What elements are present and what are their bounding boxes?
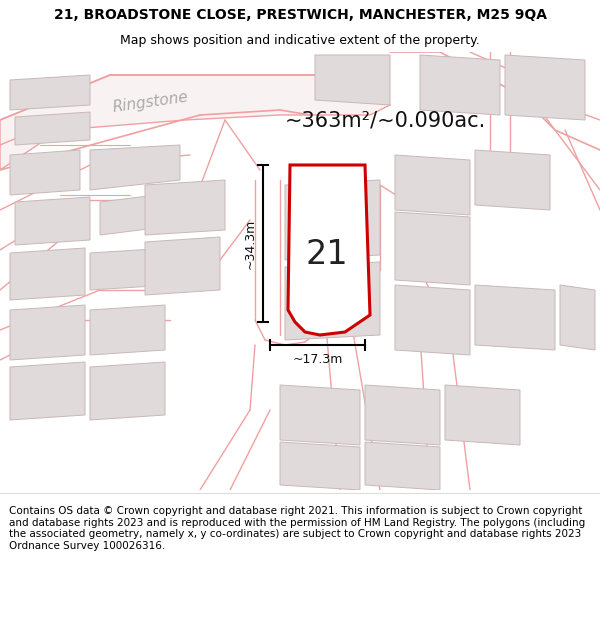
Polygon shape (420, 55, 500, 115)
Text: 21: 21 (305, 239, 349, 271)
Polygon shape (280, 385, 360, 445)
Polygon shape (10, 248, 85, 300)
Text: Map shows position and indicative extent of the property.: Map shows position and indicative extent… (120, 34, 480, 47)
Polygon shape (90, 145, 180, 190)
Text: Contains OS data © Crown copyright and database right 2021. This information is : Contains OS data © Crown copyright and d… (9, 506, 585, 551)
Polygon shape (505, 55, 585, 120)
Polygon shape (10, 150, 80, 195)
Polygon shape (90, 248, 170, 290)
Text: ~17.3m: ~17.3m (292, 353, 343, 366)
Polygon shape (560, 285, 595, 350)
Polygon shape (285, 180, 380, 260)
Polygon shape (10, 75, 90, 110)
Polygon shape (445, 385, 520, 445)
Polygon shape (288, 165, 370, 335)
Polygon shape (90, 305, 165, 355)
Polygon shape (145, 180, 225, 235)
Polygon shape (100, 192, 180, 235)
Polygon shape (315, 55, 390, 105)
Polygon shape (475, 285, 555, 350)
Polygon shape (285, 262, 380, 340)
Polygon shape (90, 362, 165, 420)
Polygon shape (15, 197, 90, 245)
Polygon shape (0, 75, 390, 170)
Polygon shape (10, 362, 85, 420)
Text: ~363m²/~0.090ac.: ~363m²/~0.090ac. (285, 110, 486, 130)
Text: Ringstone: Ringstone (111, 89, 189, 115)
Polygon shape (475, 150, 550, 210)
Polygon shape (395, 155, 470, 215)
Polygon shape (15, 112, 90, 145)
Polygon shape (10, 305, 85, 360)
Polygon shape (145, 237, 220, 295)
Polygon shape (395, 285, 470, 355)
Text: 21, BROADSTONE CLOSE, PRESTWICH, MANCHESTER, M25 9QA: 21, BROADSTONE CLOSE, PRESTWICH, MANCHES… (53, 8, 547, 21)
Polygon shape (365, 442, 440, 490)
Polygon shape (280, 442, 360, 490)
Polygon shape (365, 385, 440, 445)
Text: ~34.3m: ~34.3m (244, 218, 257, 269)
Polygon shape (395, 212, 470, 285)
